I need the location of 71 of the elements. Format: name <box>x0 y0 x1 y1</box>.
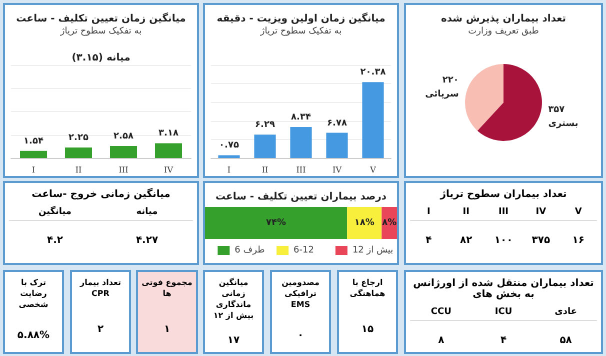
data-label: ۶.۷۸ <box>327 118 348 128</box>
legend-label: 6-12 <box>294 246 314 256</box>
x-tick-label: I <box>32 166 36 174</box>
text: تعداد بیمار CPR <box>78 277 122 299</box>
category-label: CCU <box>430 306 452 319</box>
data-label: ۴.۲ <box>46 235 64 246</box>
chart-subtitle: به تفکیک سطوح تریاژ <box>59 26 142 36</box>
data-label: ۴ <box>424 235 433 246</box>
category-label: III <box>497 206 510 219</box>
text: میانه (۳.۱۵) <box>72 52 130 64</box>
data-label: ۸% <box>382 218 397 228</box>
data-label: ۲.۵۸ <box>114 132 134 142</box>
category-label: میانگین <box>37 205 72 219</box>
slice-label: سرپائی <box>425 90 459 100</box>
text: تعداد بیماران منتقل شده از اورژانس به بخش های <box>412 277 595 302</box>
chart-title: میانگین زمان اولین ویزیت - دقیقه <box>216 12 386 24</box>
text: میانگین زمانی ماندگاری بیش از ۱۲ <box>212 276 255 321</box>
data-label: ۷۴% <box>266 218 286 228</box>
chart-title: درصد بیماران تعیین تکلیف - ساعت <box>215 192 387 202</box>
legend-label: طرف 6 <box>234 246 265 256</box>
x-tick-label: I <box>227 166 231 174</box>
data-label: ۰ <box>297 328 304 342</box>
text: تعداد بیماران سطوح تریاژ <box>438 188 568 202</box>
data-label: ۱۵ <box>361 323 374 337</box>
chart-title: میانگین زمان تعیین تکلیف - ساعت <box>16 12 186 24</box>
category-label: IV <box>534 206 548 219</box>
text: میانگین زمانی خروج -ساعت <box>30 187 172 202</box>
x-tick-label: III <box>118 166 128 174</box>
text: مجموع فوتی ها <box>140 277 194 299</box>
category-label: V <box>574 206 583 219</box>
data-label: ۲ <box>97 323 104 337</box>
data-label: ۲۰.۳۸ <box>360 68 386 78</box>
data-label: ۱۷ <box>227 334 240 348</box>
data-label: ۱۶ <box>571 235 586 246</box>
data-label: ۴.۲۷ <box>134 235 160 246</box>
chart-subtitle: طبق تعریف وزارت <box>468 26 539 36</box>
x-tick-label: II <box>75 166 82 174</box>
x-tick-label: II <box>262 166 268 174</box>
x-tick-label: IV <box>164 166 174 174</box>
category-label: میانه <box>135 206 159 219</box>
x-tick-label: III <box>296 166 306 174</box>
data-label: ۱ <box>164 323 170 337</box>
category-label: I <box>426 206 432 219</box>
data-label: ۳۵۷ <box>548 105 566 116</box>
category-label: عادی <box>554 306 578 319</box>
text: مصدومین ترافیکی EMS <box>280 277 320 310</box>
chart-title: تعداد بیماران پذیرش شده <box>440 14 566 24</box>
data-label: ۶.۲۹ <box>255 120 276 130</box>
data-label: ۳.۱۸ <box>158 128 179 139</box>
text: ترک با رضایت شخصی <box>18 277 50 310</box>
x-tick-label: IV <box>332 166 342 174</box>
data-label: ۰.۷۵ <box>219 140 240 151</box>
data-label: ۱.۵۴ <box>24 136 44 146</box>
data-label: ۸.۳۴ <box>291 112 312 122</box>
x-tick-label: V <box>369 166 376 174</box>
text: ارجاع با هماهنگی <box>348 277 386 299</box>
category-label: ICU <box>494 306 514 319</box>
chart-subtitle: به تفکیک سطوح تریاژ <box>259 26 342 36</box>
data-label: ۲۲۰ <box>442 76 459 86</box>
data-label: ۸۲ <box>459 235 474 246</box>
data-label: ۸ <box>437 335 446 346</box>
legend-label: بیش از 12 <box>352 246 394 256</box>
data-label: ۲.۲۵ <box>68 133 89 144</box>
data-label: ۴ <box>499 335 508 346</box>
category-label: II <box>462 206 470 219</box>
data-label: ۵۸ <box>558 335 573 346</box>
data-label: ۵.۸۸% <box>17 328 50 342</box>
data-label: ۱۸% <box>354 218 374 228</box>
data-label: ۱۰۰ <box>493 235 514 246</box>
data-label: ۳۷۵ <box>530 235 552 246</box>
slice-label: بستری <box>548 119 578 130</box>
